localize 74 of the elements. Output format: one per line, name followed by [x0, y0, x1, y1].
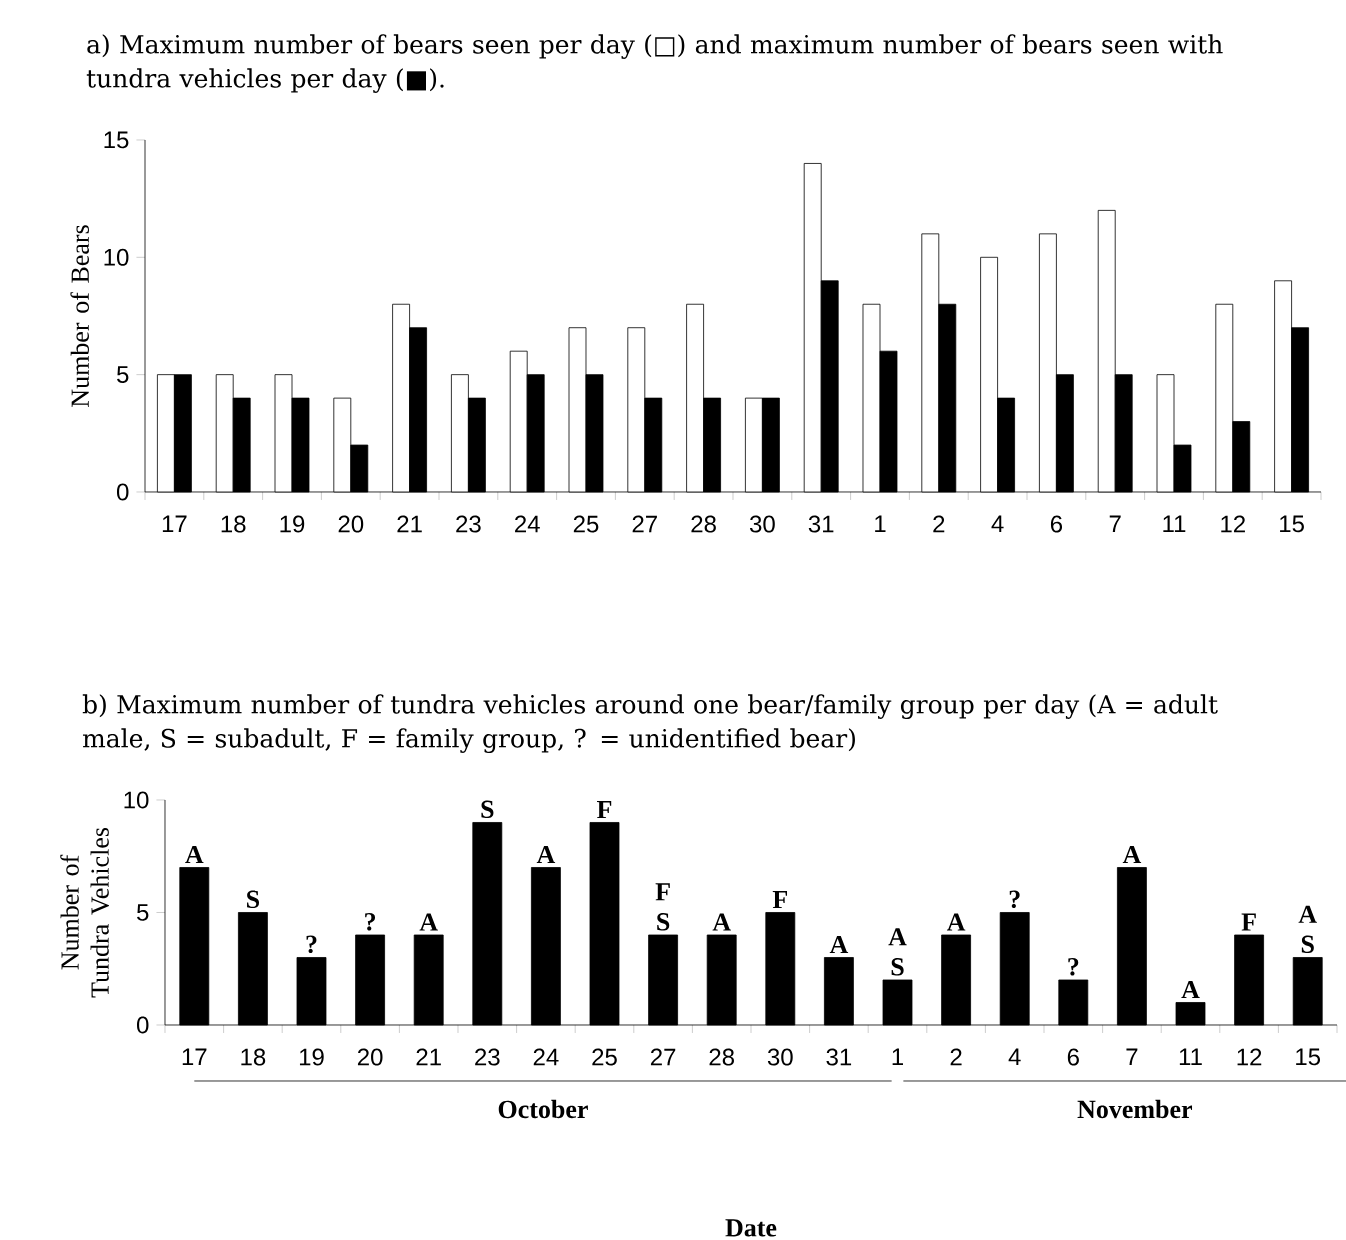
text: November [1077, 1099, 1193, 1119]
y-axis-title: Number of Bears [70, 225, 89, 407]
x-tick-label: 18 [241, 1048, 266, 1066]
y-tick-label: 10 [104, 248, 129, 266]
x-tick-label: 2 [950, 1048, 962, 1066]
x-tick-label: 30 [749, 515, 775, 533]
x-tick-label: 23 [456, 515, 481, 533]
x-tick-label: 27 [650, 1048, 676, 1066]
x-tick-label: 25 [573, 515, 599, 533]
y-tick-label: 15 [104, 131, 129, 149]
x-tick-label: 28 [709, 1048, 734, 1066]
x-tick-label: 21 [416, 1048, 441, 1066]
x-tick-label: 25 [592, 1048, 617, 1066]
data-label: A [712, 913, 731, 931]
x-tick-label: 21 [397, 515, 422, 533]
data-label: S [481, 800, 494, 819]
chart-title: a) Maximum number of bears seen per day (□) and maximum number of bears seen with tundra vehicles per day (■). [86, 34, 1223, 93]
x-tick-label: 24 [515, 515, 540, 533]
x-tick-label: 17 [162, 515, 187, 533]
x-tick-label: 4 [991, 515, 1004, 533]
x-tick-label: 23 [475, 1048, 500, 1066]
x-tick-label: 15 [1280, 515, 1304, 533]
x-tick-label: 31 [808, 515, 834, 533]
y-tick-label: 0 [136, 1016, 149, 1034]
x-tick-label: 7 [1109, 515, 1121, 533]
data-label: F [1241, 913, 1256, 931]
data-label: A [185, 845, 204, 864]
data-label: A S [1298, 905, 1317, 954]
x-tick-label: 11 [1163, 515, 1186, 533]
data-label: A S [888, 928, 907, 976]
data-label: A [1181, 980, 1200, 999]
x-tick-label: 11 [1179, 1048, 1202, 1066]
x-tick-label: 20 [338, 515, 364, 533]
x-tick-label: 24 [533, 1048, 559, 1066]
y-tick-label: 0 [116, 483, 129, 501]
data-label: A [1122, 845, 1142, 864]
data-label: ? [306, 935, 317, 954]
data-label: F [772, 891, 788, 909]
y-tick-label: 5 [117, 366, 129, 384]
x-axis-title: Date [725, 1219, 777, 1237]
x-tick-label: 2 [933, 515, 945, 533]
x-tick-label: 12 [1237, 1048, 1262, 1066]
x-tick-label: 6 [1050, 515, 1063, 533]
data-label: A [419, 913, 438, 931]
x-tick-label: 31 [826, 1048, 852, 1066]
y-tick-label: 10 [124, 791, 149, 809]
x-tick-label: 18 [221, 515, 246, 533]
x-tick-label: 6 [1067, 1048, 1079, 1066]
data-label: S [247, 890, 260, 909]
x-tick-label: 1 [875, 515, 886, 533]
data-label: A [829, 935, 849, 954]
x-tick-label: 17 [182, 1048, 207, 1066]
x-tick-label: 27 [632, 515, 657, 533]
x-tick-label: 19 [299, 1048, 324, 1066]
data-label: A [946, 913, 966, 931]
x-tick-label: 19 [280, 515, 305, 533]
x-tick-label: 1 [892, 1048, 903, 1066]
x-tick-label: 28 [691, 515, 716, 533]
data-label: A [536, 845, 556, 864]
x-tick-label: 30 [767, 1048, 793, 1066]
data-label: ? [1009, 890, 1020, 909]
x-tick-label: 7 [1126, 1048, 1138, 1066]
x-tick-label: 20 [357, 1048, 383, 1066]
x-tick-label: 4 [1008, 1048, 1021, 1066]
data-label: ? [365, 913, 376, 931]
x-tick-label: 15 [1296, 1048, 1321, 1066]
data-label: ? [1068, 958, 1079, 976]
data-label: F [597, 801, 612, 819]
y-axis-title: Number of Tundra Vehicles [60, 827, 109, 998]
chart-title: b) Maximum number of tundra vehicles around one bear/family group per day (A = adult male, S = subadult, F = family group, ? = unidentified bear) [82, 694, 1218, 753]
x-tick-label: 12 [1221, 515, 1245, 533]
y-tick-label: 5 [137, 904, 149, 921]
text: October [498, 1099, 588, 1119]
data-label: F S [655, 883, 670, 931]
